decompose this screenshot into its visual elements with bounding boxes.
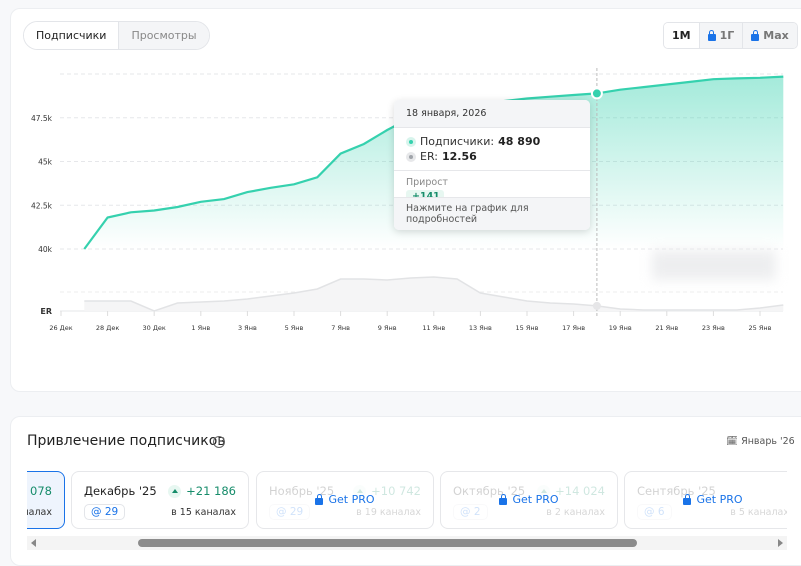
month-card-locked[interactable]: Ноябрь '25 +10 742 @ 29 в 19 каналах Get… (256, 471, 434, 529)
card-delta: +10 742 (353, 484, 421, 498)
month-card[interactable]: Декабрь '25 +21 186 @ 29 в 15 каналах (71, 471, 249, 529)
x-tick-label: 30 Дек (143, 324, 166, 332)
er-line (84, 276, 784, 312)
x-tick-label: 13 Янв (469, 324, 492, 332)
er-value: 12.56 (441, 150, 477, 163)
get-pro-link[interactable]: Get PRO (257, 493, 433, 506)
lock-icon (707, 29, 716, 41)
x-tick-label: 21 Янв (655, 324, 678, 332)
card-title: Октябрь '25 (453, 484, 526, 498)
info-icon[interactable]: i (213, 436, 225, 448)
get-pro-label: Get PRO (512, 493, 559, 506)
card-delta: 3 078 (27, 484, 52, 498)
x-tick-label: 9 Янв (378, 324, 397, 332)
tab-views[interactable]: Просмотры (118, 22, 209, 49)
x-tick-label: 28 Дек (96, 324, 119, 332)
card-delta-value: +10 742 (371, 484, 421, 498)
x-tick-label: 11 Янв (422, 324, 445, 332)
card-channels: в 2 каналах (546, 507, 605, 518)
get-pro-link[interactable]: Get PRO (625, 493, 787, 506)
hover-point (590, 87, 603, 100)
range-max[interactable]: Max (742, 23, 797, 48)
er-hover-point (592, 301, 601, 310)
x-tick-label: 7 Янв (331, 324, 350, 332)
card-mentions: @ 6 (637, 504, 672, 520)
card-channels: налах (27, 507, 52, 518)
card-channels: в 19 каналах (356, 507, 421, 518)
section-title: Привлечение подписчиков (27, 433, 226, 449)
tooltip-date: 18 января, 2026 (394, 100, 590, 128)
month-label: Январь '26 (741, 436, 795, 447)
tooltip-er: ER: 12.56 (394, 149, 590, 164)
card-delta-value: +14 024 (555, 484, 605, 498)
horizontal-scrollbar[interactable] (27, 536, 787, 550)
up-arrow-icon (168, 484, 182, 498)
card-title: Сентябрь '25 (637, 484, 716, 498)
y-tick-label: 47.5k (31, 114, 53, 123)
lock-icon (751, 29, 760, 41)
lock-icon (315, 493, 324, 505)
metric-toggle: Подписчики Просмотры (23, 21, 210, 50)
get-pro-label: Get PRO (328, 493, 375, 506)
range-1m[interactable]: 1М (664, 23, 699, 48)
get-pro-link[interactable]: Get PRO (441, 493, 617, 506)
range-1m-label: 1М (672, 29, 691, 42)
card-channels: в 5 каналах (730, 507, 787, 518)
subs-label: Подписчики: (420, 135, 495, 148)
card-mentions: @ 2 (453, 504, 488, 520)
card-channels: в 15 каналах (171, 507, 236, 518)
y-tick-label: 40k (38, 245, 53, 254)
er-axis-label: ER (40, 307, 52, 316)
subscribers-dot-icon (406, 136, 416, 147)
scroll-left-icon[interactable] (31, 539, 36, 547)
x-tick-label: 26 Дек (49, 324, 72, 332)
range-selector: 1М 1Г Max (663, 22, 798, 49)
scrollbar-thumb[interactable] (138, 539, 637, 547)
subs-value: 48 890 (498, 135, 541, 148)
chart-tooltip: 18 января, 2026 Подписчики: 48 890 ER: 12.… (394, 100, 590, 230)
x-tick-label: 23 Янв (702, 324, 725, 332)
x-tick-label: 15 Янв (516, 324, 539, 332)
up-arrow-icon (537, 484, 551, 498)
er-label: ER: (420, 150, 438, 163)
range-1y[interactable]: 1Г (698, 23, 743, 48)
month-card-locked[interactable]: Сентябрь '25 @ 6 в 5 каналах Get PRO (624, 471, 787, 529)
lock-icon (683, 493, 692, 505)
x-tick-label: 3 Янв (238, 324, 257, 332)
card-delta: +21 186 (168, 484, 236, 498)
get-pro-label: Get PRO (696, 493, 743, 506)
y-tick-label: 42.5k (31, 201, 53, 210)
growth-label: Прирост (406, 177, 448, 188)
watermark (652, 250, 776, 280)
tab-subscribers[interactable]: Подписчики (24, 22, 119, 49)
range-max-label: Max (763, 29, 789, 42)
x-tick-label: 17 Янв (562, 324, 585, 332)
x-tick-label: 19 Янв (609, 324, 632, 332)
month-cards: 3 078 налах Декабрь '25 +21 186 @ 29 в 1… (27, 471, 787, 531)
card-delta: +14 024 (537, 484, 605, 498)
card-mentions: @ 29 (84, 504, 126, 520)
up-arrow-icon (353, 484, 367, 498)
month-card-locked[interactable]: Октябрь '25 +14 024 @ 2 в 2 каналах Get … (440, 471, 618, 529)
scroll-right-icon[interactable] (778, 539, 783, 547)
y-tick-label: 45k (38, 158, 53, 167)
month-card[interactable]: 3 078 налах (27, 471, 65, 529)
month-picker[interactable]: 🗓 Январь '26 (726, 436, 795, 447)
card-delta-value: +21 186 (186, 484, 236, 498)
card-mentions: @ 29 (269, 504, 311, 520)
x-tick-label: 25 Янв (749, 324, 772, 332)
card-title: Декабрь '25 (84, 484, 157, 498)
x-tick-label: 5 Янв (285, 324, 304, 332)
lock-icon (499, 493, 508, 505)
er-dot-icon (406, 151, 416, 162)
tooltip-subscribers: Подписчики: 48 890 (394, 134, 590, 149)
range-1y-label: 1Г (719, 29, 735, 42)
x-tick-label: 1 Янв (191, 324, 210, 332)
er-area (84, 277, 784, 311)
tooltip-hint: Нажмите на график для подробностей (394, 197, 590, 230)
